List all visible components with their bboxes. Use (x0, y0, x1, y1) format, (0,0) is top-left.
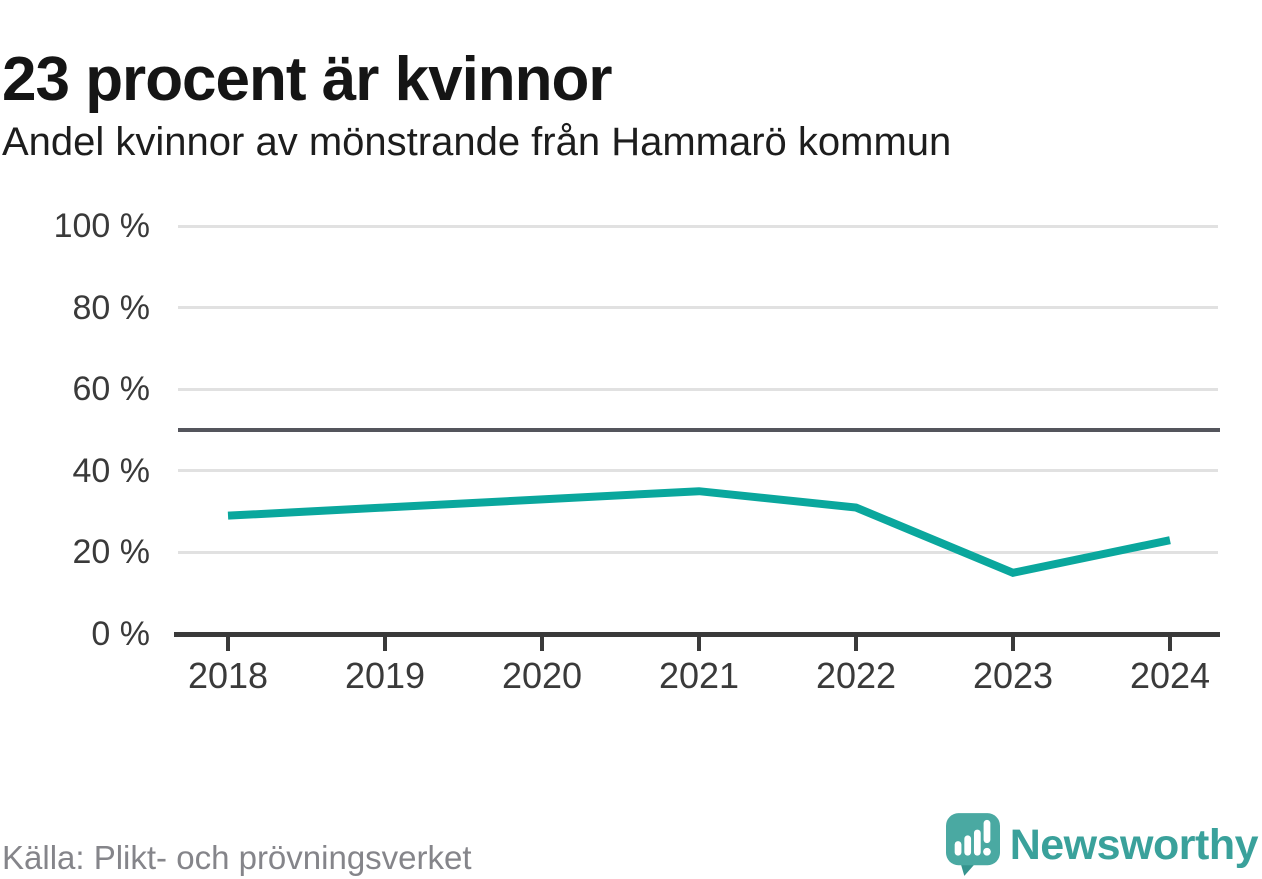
reference-line-50 (178, 428, 1220, 432)
x-tick-2018 (226, 636, 230, 651)
chart-subtitle: Andel kvinnor av mönstrande från Hammarö… (2, 120, 952, 164)
x-tick-label: 2021 (658, 655, 740, 696)
newsworthy-logo-icon (945, 813, 1000, 876)
x-tick-2024 (1168, 636, 1172, 651)
x-tick-label: 2019 (344, 655, 426, 696)
x-tick-label: 2018 (187, 655, 269, 696)
newsworthy-wordmark: Newsworthy (1009, 820, 1259, 869)
x-tick-label: 2020 (501, 655, 583, 696)
chart-title: 23 procent är kvinnor (2, 44, 613, 114)
y-tick-label: 40 % (72, 451, 151, 490)
data-series-line (227, 487, 1171, 577)
line-chart-canvas (227, 487, 1171, 577)
x-tick-label: 2023 (972, 655, 1054, 696)
y-tick-label: 20 % (72, 533, 151, 572)
x-axis-line (174, 631, 1220, 637)
gridline-60 (178, 387, 1218, 391)
gridline-80 (178, 306, 1218, 310)
y-tick-label: 100 % (53, 207, 150, 245)
y-tick-label: 60 % (72, 370, 151, 409)
source-note: Källa: Plikt- och prövningsverket (2, 839, 472, 876)
gridline-100 (178, 224, 1218, 228)
x-tick-label: 2022 (815, 655, 897, 696)
y-tick-label: 0 % (91, 615, 150, 653)
x-tick-2020 (540, 636, 544, 651)
x-tick-label: 2024 (1129, 655, 1211, 696)
newsworthy-logo: Newsworthy (945, 812, 1259, 878)
x-tick-2019 (383, 636, 387, 651)
gridline-20 (178, 550, 1218, 554)
gridline-40 (178, 469, 1218, 473)
x-tick-2023 (1011, 636, 1015, 651)
x-tick-2022 (854, 636, 858, 651)
y-tick-label: 80 % (72, 288, 151, 327)
x-tick-2021 (697, 636, 701, 651)
